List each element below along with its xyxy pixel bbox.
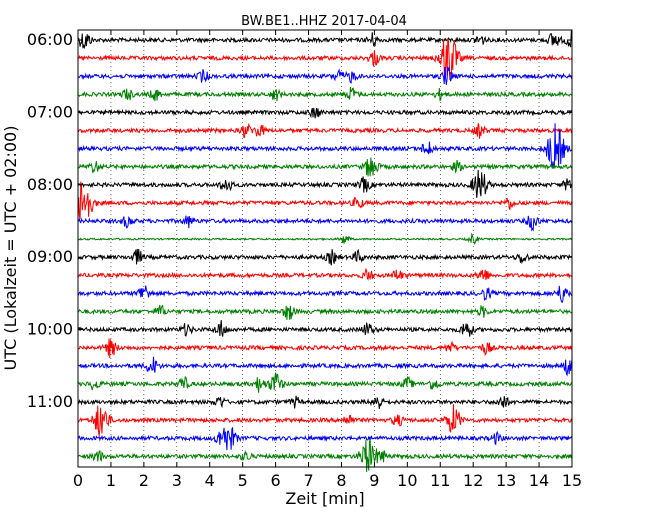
seismic-trace [77,285,573,304]
seismic-trace [77,395,573,409]
x-tick-label: 5 [238,471,248,490]
traces-group [77,30,573,472]
x-tick-label: 8 [336,471,346,490]
x-tick-label: 3 [172,471,182,490]
seismic-trace [77,66,573,85]
x-tick-label: 4 [205,471,215,490]
seismic-trace [77,404,573,437]
x-tick-label: 10 [397,471,417,490]
seismic-trace [77,37,573,80]
x-tick-label: 14 [529,471,549,490]
chart-title: BW.BE1..HHZ 2017-04-04 [241,14,407,29]
y-tick-label: 08:00 [27,175,73,194]
grid-lines [110,30,540,467]
y-tick-label: 07:00 [27,102,73,121]
x-tick-label: 9 [369,471,379,490]
seismic-trace [77,304,573,320]
x-tick-label: 13 [496,471,516,490]
y-axis-ticks: 06:00 07:00 08:00 09:00 10:00 11:00 [27,30,572,411]
seismic-trace [77,232,573,246]
seismic-trace [77,372,573,393]
x-tick-label: 7 [303,471,313,490]
seismic-trace [77,87,573,102]
x-axis-label: Zeit [min] [285,489,364,508]
seismic-trace [77,169,573,198]
y-tick-label: 11:00 [27,392,73,411]
x-tick-label: 6 [271,471,281,490]
seismic-trace [77,427,573,451]
y-tick-label: 06:00 [27,30,73,49]
seismic-trace [77,122,573,139]
x-tick-label: 1 [106,471,116,490]
x-tick-label: 0 [73,471,83,490]
x-tick-label: 12 [463,471,483,490]
x-tick-label: 15 [562,471,582,490]
seismic-trace [77,215,573,232]
seismic-trace [77,320,573,337]
y-tick-label: 09:00 [27,247,73,266]
seismic-trace [77,181,573,220]
plot-frame [77,29,573,468]
seismic-trace [77,30,573,50]
seismic-trace [77,267,573,281]
seismic-trace [77,157,573,177]
seismic-trace [77,123,573,169]
y-axis-label: UTC (Lokalzeit = UTC + 02:00) [1,126,20,371]
y-tick-label: 10:00 [27,320,73,339]
x-tick-label: 2 [139,471,149,490]
seismic-trace [77,356,573,377]
x-axis-ticks: 0 1 2 3 4 5 6 7 8 9 10 11 12 13 14 15 [73,30,582,490]
x-tick-label: 11 [430,471,450,490]
seismic-trace [77,439,573,472]
seismic-trace [77,107,573,119]
seismic-trace [77,338,573,358]
seismic-trace [77,248,573,266]
